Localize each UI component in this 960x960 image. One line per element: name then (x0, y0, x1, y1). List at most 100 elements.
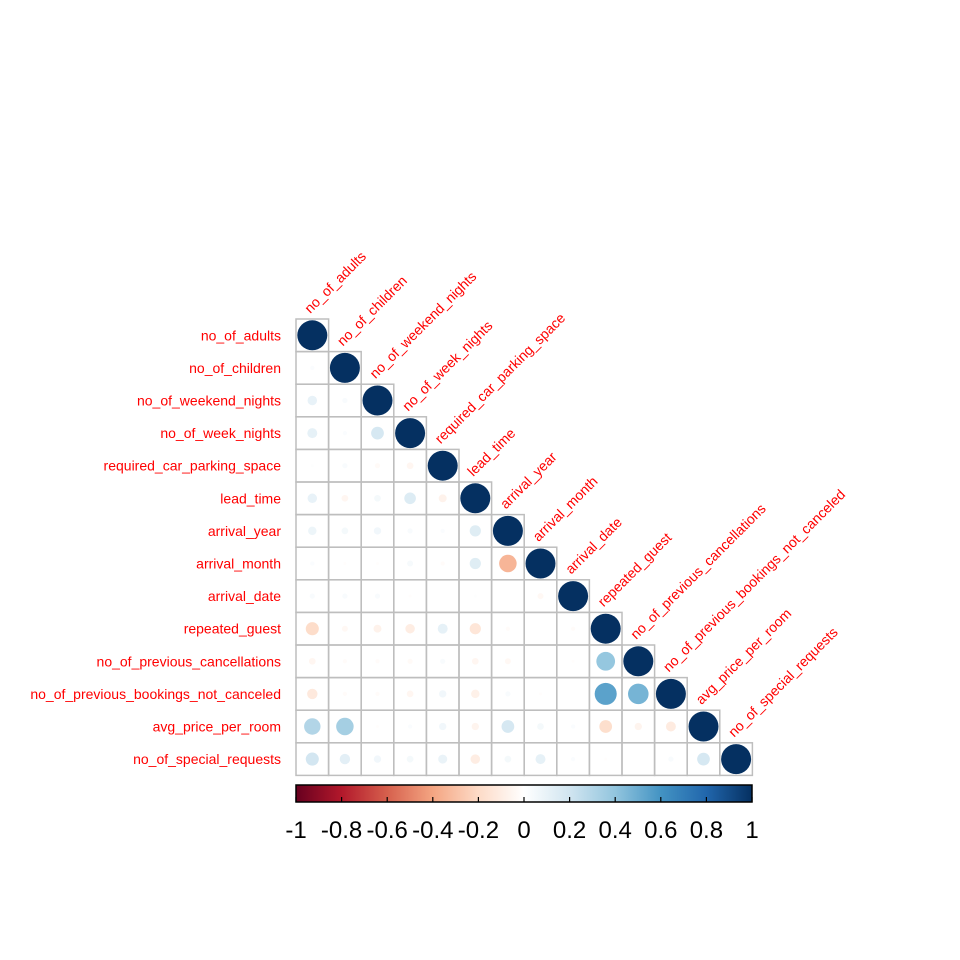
row-label-no_of_children: no_of_children (189, 360, 281, 376)
corr-circle-required_car_parking_space-no_of_weekend_nights (374, 463, 381, 469)
colorbar-tick-label: 0 (517, 817, 530, 844)
column-label-no_of_weekend_nights: no_of_weekend_nights (366, 268, 479, 381)
corr-circle-avg_price_per_room-avg_price_per_room (688, 711, 719, 742)
corr-circle-lead_time-lead_time (460, 483, 491, 514)
row-label-no_of_special_requests: no_of_special_requests (133, 751, 281, 767)
colorbar-tick-label: -0.6 (367, 817, 408, 844)
corr-circle-avg_price_per_room-required_car_parking_space (439, 722, 447, 731)
corr-circle-no_of_previous_cancellations-no_of_children (342, 659, 348, 664)
grid-cell (523, 644, 558, 679)
colorbar-tick-label: -0.8 (321, 817, 362, 844)
column-label-arrival_date: arrival_date (562, 514, 625, 577)
colorbar-tick-label: -0.2 (458, 817, 499, 844)
column-labels: no_of_adultsno_of_childrenno_of_weekend_… (301, 248, 848, 740)
corr-circle-avg_price_per_room-no_of_weekend_nights (376, 725, 379, 728)
corr-circle-arrival_year-required_car_parking_space (440, 528, 445, 534)
row-label-no_of_previous_bookings_not_canceled: no_of_previous_bookings_not_canceled (30, 686, 281, 702)
corr-circle-no_of_special_requests-lead_time (470, 754, 481, 764)
corr-circle-repeated_guest-no_of_children (341, 625, 348, 632)
corr-circle-no_of_special_requests-no_of_previous_bookings_not_canceled (668, 756, 674, 762)
grid-cell (425, 579, 460, 614)
corr-circle-arrival_year-lead_time (469, 525, 481, 537)
corr-circle-avg_price_per_room-no_of_week_nights (407, 724, 413, 729)
corr-circle-no_of_weekend_nights-no_of_children (342, 397, 348, 404)
corr-circle-no_of_previous_cancellations-repeated_guest (596, 651, 616, 671)
row-label-no_of_adults: no_of_adults (201, 327, 281, 343)
corr-circle-no_of_special_requests-required_car_parking_space (438, 754, 448, 764)
corr-circle-arrival_year-no_of_weekend_nights (373, 527, 382, 535)
corr-circle-arrival_date-no_of_week_nights (408, 594, 412, 598)
corr-circle-no_of_special_requests-arrival_date (570, 756, 576, 762)
corr-circle-no_of_special_requests-no_of_special_requests (721, 744, 752, 775)
corr-circle-arrival_date-lead_time (473, 594, 477, 598)
corr-circle-arrival_month-arrival_month (525, 548, 556, 579)
colorbar-tick-label: 0.2 (553, 817, 586, 844)
corr-circle-required_car_parking_space-no_of_adults (310, 464, 314, 468)
column-label-arrival_year: arrival_year (497, 448, 560, 511)
colorbar-tick-label: 0.4 (599, 817, 632, 844)
corr-circle-lead_time-no_of_children (341, 494, 349, 502)
corr-circle-arrival_month-no_of_adults (310, 561, 315, 566)
corr-circle-arrival_year-no_of_week_nights (407, 528, 413, 534)
column-label-lead_time: lead_time (464, 425, 518, 479)
corr-circle-arrival_date-arrival_month (537, 593, 544, 600)
corr-circle-repeated_guest-no_of_week_nights (405, 623, 415, 634)
corr-circle-arrival_month-no_of_children (343, 562, 347, 565)
row-label-arrival_month: arrival_month (196, 556, 281, 572)
corr-circle-no_of_previous_cancellations-no_of_previous_cancellations (623, 646, 654, 677)
corr-circle-arrival_year-no_of_adults (308, 526, 317, 536)
column-label-no_of_special_requests: no_of_special_requests (725, 624, 841, 740)
corr-circle-repeated_guest-required_car_parking_space (437, 623, 448, 634)
corr-circle-lead_time-required_car_parking_space (438, 494, 447, 503)
corr-circle-avg_price_per_room-no_of_children (336, 717, 354, 736)
corr-circle-no_of_special_requests-no_of_adults (305, 752, 319, 766)
corr-circle-avg_price_per_room-arrival_month (537, 723, 544, 730)
grid-cell (719, 742, 754, 777)
corr-circle-no_of_previous_cancellations-arrival_date (571, 659, 575, 663)
colorbar-tick-label: -1 (285, 817, 306, 844)
corr-circle-arrival_month-no_of_weekend_nights (376, 562, 379, 565)
row-label-lead_time: lead_time (220, 490, 281, 506)
corr-circle-avg_price_per_room-no_of_adults (304, 718, 321, 735)
corr-circle-no_of_week_nights-no_of_adults (307, 428, 318, 439)
corr-circle-repeated_guest-repeated_guest (590, 613, 621, 644)
grid-cells (295, 318, 754, 777)
row-label-repeated_guest: repeated_guest (184, 621, 281, 637)
corr-circle-arrival_year-no_of_children (341, 527, 349, 535)
corr-circle-no_of_previous_cancellations-no_of_week_nights (407, 658, 413, 664)
corr-circle-no_of_previous_bookings_not_canceled-required_car_parking_space (439, 690, 447, 698)
corr-circle-no_of_previous_bookings_not_canceled-arrival_month (539, 692, 542, 696)
corr-circle-no_of_children-no_of_adults (310, 365, 315, 371)
row-label-no_of_week_nights: no_of_week_nights (160, 425, 281, 441)
corr-circle-no_of_week_nights-no_of_weekend_nights (371, 426, 384, 440)
corr-circle-required_car_parking_space-required_car_parking_space (427, 450, 458, 481)
corr-circle-no_of_weekend_nights-no_of_weekend_nights (362, 385, 393, 416)
corr-circle-no_of_previous_bookings_not_canceled-no_of_children (342, 691, 348, 697)
corr-circle-no_of_previous_bookings_not_canceled-repeated_guest (594, 682, 617, 705)
row-label-no_of_weekend_nights: no_of_weekend_nights (137, 393, 281, 409)
colorbar-tick-label: -0.4 (412, 817, 453, 844)
colorbar-tick-label: 0.6 (644, 817, 677, 844)
column-label-required_car_parking_space: required_car_parking_space (432, 310, 569, 447)
corr-circle-no_of_previous_bookings_not_canceled-no_of_adults (307, 688, 318, 700)
corr-circle-arrival_date-arrival_date (558, 581, 589, 612)
colorbar-tick-label: 1 (745, 817, 758, 844)
corr-circle-repeated_guest-arrival_date (570, 626, 576, 631)
row-labels: no_of_adults no_of_children no_of_weekend_… (30, 327, 281, 767)
row-label-arrival_year: arrival_year (208, 523, 281, 539)
corr-circle-avg_price_per_room-no_of_previous_cancellations (634, 722, 642, 731)
corr-circle-repeated_guest-no_of_adults (305, 622, 319, 636)
corr-circle-required_car_parking_space-no_of_children (342, 463, 348, 469)
corr-circle-no_of_children-no_of_children (329, 352, 360, 383)
corr-circle-arrival_month-required_car_parking_space (440, 561, 445, 566)
corr-circle-no_of_special_requests-repeated_guest (604, 757, 608, 761)
grid-cell (490, 579, 525, 614)
corr-circle-no_of_previous_cancellations-arrival_year (504, 658, 511, 665)
corr-circle-arrival_date-no_of_children (342, 593, 348, 599)
corr-circle-no_of_previous_bookings_not_canceled-no_of_previous_cancellations (628, 683, 649, 705)
corr-circle-no_of_previous_cancellations-no_of_weekend_nights (375, 659, 380, 664)
corr-circle-no_of_previous_cancellations-lead_time (471, 657, 479, 665)
row-label-required_car_parking_space: required_car_parking_space (104, 458, 282, 474)
colorbar: -1 -0.8 -0.6 -0.4 -0.2 0 0.2 0.4 0.6 0.8 1 (285, 784, 759, 844)
